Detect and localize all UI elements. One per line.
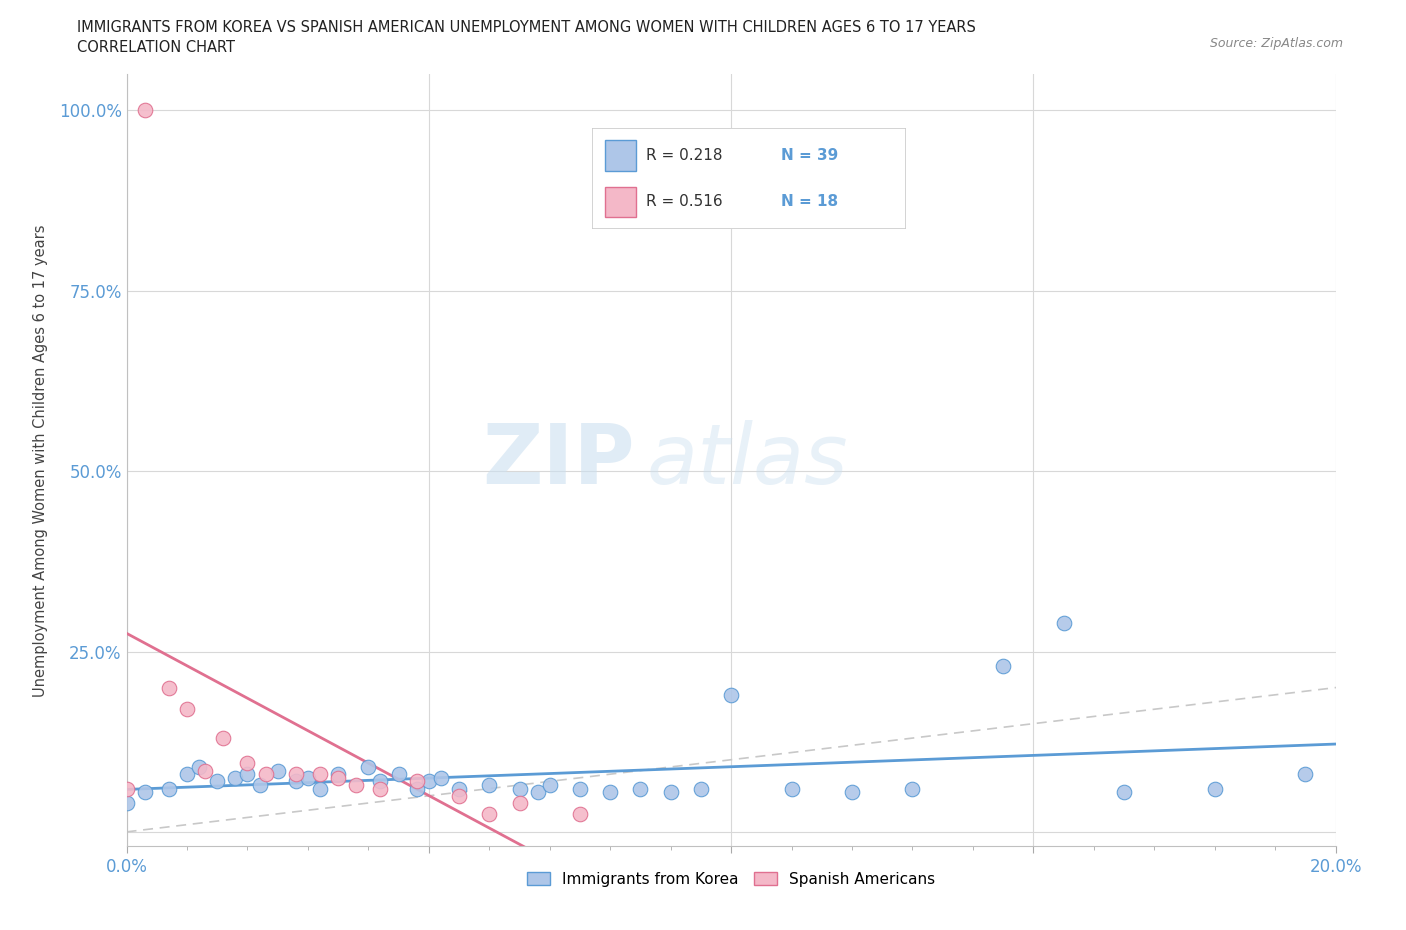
Point bbox=[430, 770, 453, 785]
Text: atlas: atlas bbox=[647, 419, 848, 501]
Point bbox=[344, 777, 367, 792]
Point bbox=[720, 687, 742, 702]
Point bbox=[297, 770, 319, 785]
Point bbox=[205, 774, 228, 789]
Point bbox=[212, 731, 235, 746]
Point bbox=[309, 781, 332, 796]
Text: IMMIGRANTS FROM KOREA VS SPANISH AMERICAN UNEMPLOYMENT AMONG WOMEN WITH CHILDREN: IMMIGRANTS FROM KOREA VS SPANISH AMERICA… bbox=[77, 20, 976, 35]
Point bbox=[418, 774, 440, 789]
Point bbox=[901, 781, 924, 796]
Point bbox=[157, 680, 180, 695]
Point bbox=[1204, 781, 1226, 796]
Point bbox=[134, 785, 156, 800]
Point bbox=[115, 781, 138, 796]
Point bbox=[447, 789, 470, 804]
Point bbox=[659, 785, 682, 800]
Point bbox=[249, 777, 271, 792]
Point bbox=[157, 781, 180, 796]
Point bbox=[284, 766, 307, 781]
Point bbox=[526, 785, 548, 800]
Point bbox=[405, 781, 427, 796]
Point bbox=[176, 702, 198, 717]
Legend: Immigrants from Korea, Spanish Americans: Immigrants from Korea, Spanish Americans bbox=[520, 866, 942, 893]
Point bbox=[176, 766, 198, 781]
Point bbox=[630, 781, 652, 796]
Point bbox=[267, 764, 290, 778]
Point bbox=[370, 774, 392, 789]
Point bbox=[1294, 766, 1316, 781]
Point bbox=[309, 766, 332, 781]
Point bbox=[509, 781, 531, 796]
Point bbox=[370, 781, 392, 796]
Point bbox=[388, 766, 411, 781]
Text: CORRELATION CHART: CORRELATION CHART bbox=[77, 40, 235, 55]
Point bbox=[115, 795, 138, 810]
Point bbox=[236, 766, 259, 781]
Point bbox=[254, 766, 277, 781]
Point bbox=[405, 774, 427, 789]
Text: ZIP: ZIP bbox=[482, 419, 634, 501]
Point bbox=[1053, 616, 1076, 631]
Point bbox=[326, 766, 350, 781]
Point bbox=[194, 764, 217, 778]
Point bbox=[478, 806, 501, 821]
Point bbox=[326, 770, 350, 785]
Point bbox=[357, 760, 380, 775]
Point bbox=[188, 760, 211, 775]
Point bbox=[284, 774, 307, 789]
Point bbox=[568, 781, 592, 796]
Text: Source: ZipAtlas.com: Source: ZipAtlas.com bbox=[1209, 37, 1343, 50]
Point bbox=[689, 781, 711, 796]
Y-axis label: Unemployment Among Women with Children Ages 6 to 17 years: Unemployment Among Women with Children A… bbox=[32, 224, 48, 697]
Point bbox=[538, 777, 561, 792]
Point bbox=[236, 756, 259, 771]
Point bbox=[841, 785, 863, 800]
Point bbox=[993, 658, 1015, 673]
Point bbox=[478, 777, 501, 792]
Point bbox=[134, 103, 156, 118]
Point bbox=[509, 795, 531, 810]
Point bbox=[599, 785, 621, 800]
Point bbox=[447, 781, 470, 796]
Point bbox=[568, 806, 592, 821]
Point bbox=[780, 781, 803, 796]
Point bbox=[224, 770, 246, 785]
Point bbox=[1114, 785, 1136, 800]
